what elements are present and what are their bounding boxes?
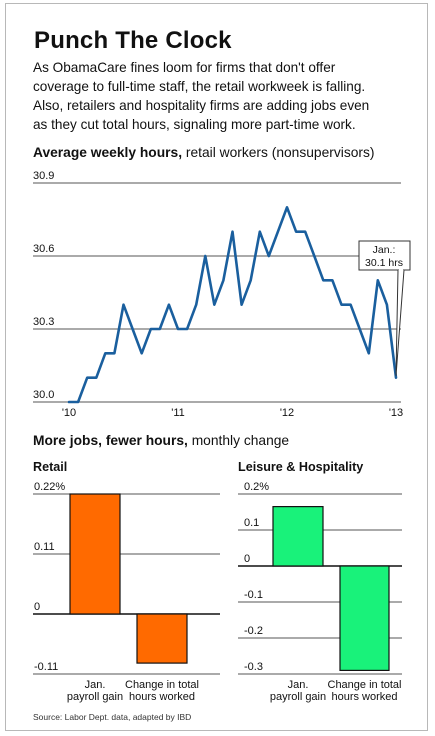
intro-line: Also, retailers and hospitality firms ar… (33, 98, 370, 113)
bar (136, 613, 188, 664)
x-tick-label: '10 (62, 407, 76, 419)
y-tick-label: 0.22% (34, 481, 65, 493)
intro-text: As ObamaCare fines loom for firms that d… (33, 58, 428, 134)
category-label: Jan. (288, 679, 309, 691)
chart-title: Punch The Clock (34, 27, 232, 54)
y-tick-label: -0.2 (244, 625, 263, 637)
y-tick-label: 30.0 (33, 389, 54, 401)
line-chart-heading: Average weekly hours, retail workers (no… (33, 145, 374, 160)
category-label: Jan. (85, 679, 106, 691)
line-chart-heading-rest: retail workers (nonsupervisors) (182, 145, 375, 160)
y-tick-label: 0.1 (244, 517, 259, 529)
category-label: Change in total (328, 679, 402, 691)
category-label: Change in total (125, 679, 199, 691)
y-tick-label: 0 (244, 553, 250, 565)
hospitality-chart-title: Leisure & Hospitality (238, 460, 364, 474)
x-tick-label: '13 (389, 407, 403, 419)
y-tick-label: -0.3 (244, 661, 263, 673)
bar (272, 506, 324, 567)
y-tick-label: 30.9 (33, 170, 54, 182)
bar-section-heading: More jobs, fewer hours, monthly change (33, 433, 289, 448)
source-note: Source: Labor Dept. data, adapted by IBD (33, 712, 192, 722)
intro-line: coverage to full-time staff, the retail … (33, 79, 366, 94)
y-tick-label: 0.11 (34, 541, 55, 553)
annotation-pointer (395, 269, 405, 376)
intro-line: as they cut total hours, signaling more … (33, 117, 356, 132)
bar (69, 493, 121, 615)
y-tick-label: 0.2% (244, 481, 269, 493)
bar-section-heading-rest: monthly change (187, 433, 290, 448)
intro-line: As ObamaCare fines loom for firms that d… (33, 60, 336, 75)
x-tick-label: '12 (280, 407, 294, 419)
category-label: hours worked (129, 691, 195, 703)
y-tick-label: 0 (34, 601, 40, 613)
y-tick-label: -0.11 (34, 661, 58, 673)
annotation-box (358, 240, 411, 271)
category-label: payroll gain (270, 691, 326, 703)
category-label: payroll gain (67, 691, 123, 703)
bar-section-heading-bold: More jobs, fewer hours, (33, 433, 188, 448)
y-tick-label: 30.3 (33, 316, 54, 328)
line-chart-heading-bold: Average weekly hours, (33, 145, 183, 160)
y-tick-label: -0.1 (244, 589, 263, 601)
annotation-label: Jan.: (373, 244, 396, 256)
category-label: hours worked (331, 691, 397, 703)
y-tick-label: 30.6 (33, 243, 54, 255)
annotation-label: 30.1 hrs (365, 257, 403, 269)
retail-chart-title: Retail (33, 460, 68, 474)
series-line (67, 206, 398, 404)
x-tick-label: '11 (171, 407, 185, 419)
bar (339, 565, 390, 672)
